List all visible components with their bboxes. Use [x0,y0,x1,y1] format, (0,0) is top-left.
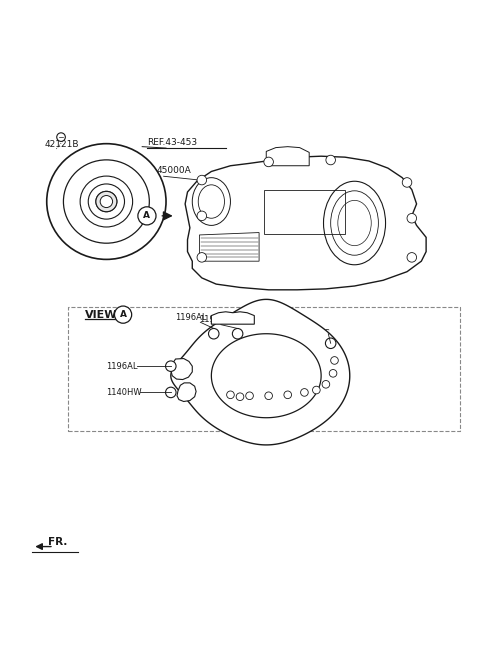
Circle shape [197,211,206,220]
Circle shape [57,133,65,142]
Circle shape [197,253,206,262]
Circle shape [312,386,320,394]
Polygon shape [177,383,196,401]
Text: 42121B: 42121B [44,140,79,149]
Circle shape [407,213,417,223]
Circle shape [166,387,176,398]
Circle shape [246,392,253,400]
Circle shape [331,357,338,364]
Polygon shape [266,147,309,166]
Circle shape [115,306,132,323]
Text: 1196AL: 1196AL [176,313,207,322]
Text: 1196AL: 1196AL [107,361,138,371]
Circle shape [232,329,243,339]
Circle shape [407,253,417,262]
Circle shape [227,391,234,399]
Circle shape [208,329,219,339]
Text: A: A [120,310,127,319]
Circle shape [326,155,336,165]
Circle shape [284,391,291,399]
Circle shape [322,380,330,388]
Circle shape [236,393,244,401]
Polygon shape [211,334,321,418]
Circle shape [402,178,412,187]
Text: 1140HW: 1140HW [107,388,142,397]
Text: REF.43-453: REF.43-453 [147,138,197,147]
Polygon shape [185,156,426,290]
Ellipse shape [96,192,117,212]
Circle shape [166,361,176,371]
Circle shape [325,338,336,348]
Text: 1196AL: 1196AL [199,315,231,324]
Text: 45000A: 45000A [156,166,191,175]
Circle shape [329,369,337,377]
Polygon shape [171,359,192,380]
Polygon shape [211,312,254,324]
Circle shape [300,388,308,396]
Text: A: A [144,211,150,220]
Circle shape [197,175,206,185]
Text: FR.: FR. [48,537,67,547]
Ellipse shape [100,195,113,207]
Polygon shape [171,299,350,445]
Circle shape [138,207,156,225]
Circle shape [265,392,273,400]
Text: 1196AC: 1196AC [297,329,330,338]
Circle shape [264,157,274,167]
Text: VIEW: VIEW [85,310,118,319]
